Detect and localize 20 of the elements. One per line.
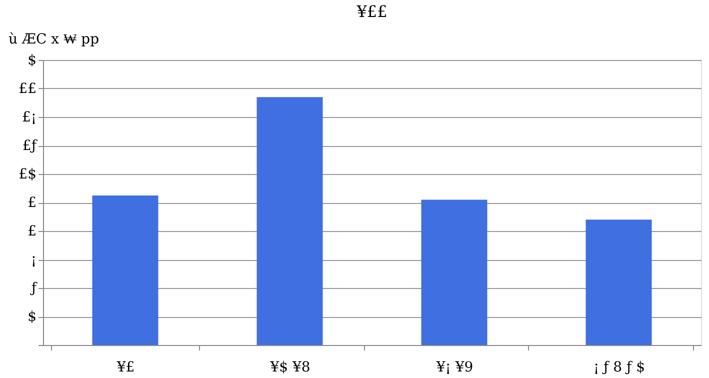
text: £ƒ xyxy=(22,138,38,154)
bar xyxy=(92,196,158,345)
text: £ xyxy=(28,195,36,211)
text: ƒ xyxy=(29,280,38,296)
x-tick-label: ¡ ƒ 8 ƒ $ xyxy=(593,360,646,376)
bar xyxy=(256,97,323,345)
text: $ xyxy=(28,52,36,68)
x-tick-label: ¥£ xyxy=(116,360,135,376)
text: £¡ xyxy=(22,110,36,126)
chart-title: ¥££ xyxy=(356,2,388,21)
text: ££ xyxy=(18,81,36,97)
bar xyxy=(421,200,488,345)
y-axis-title: ù ÆC x ₩ pp xyxy=(8,32,100,48)
text: $ xyxy=(28,309,36,325)
text: ¡ xyxy=(30,252,36,268)
x-tick-label: ¥¡ ¥9 xyxy=(435,360,474,376)
bar xyxy=(586,220,652,345)
text: £ xyxy=(28,224,36,240)
x-tick-label: ¥$ ¥8 xyxy=(269,360,310,376)
text: £$ xyxy=(18,166,36,182)
